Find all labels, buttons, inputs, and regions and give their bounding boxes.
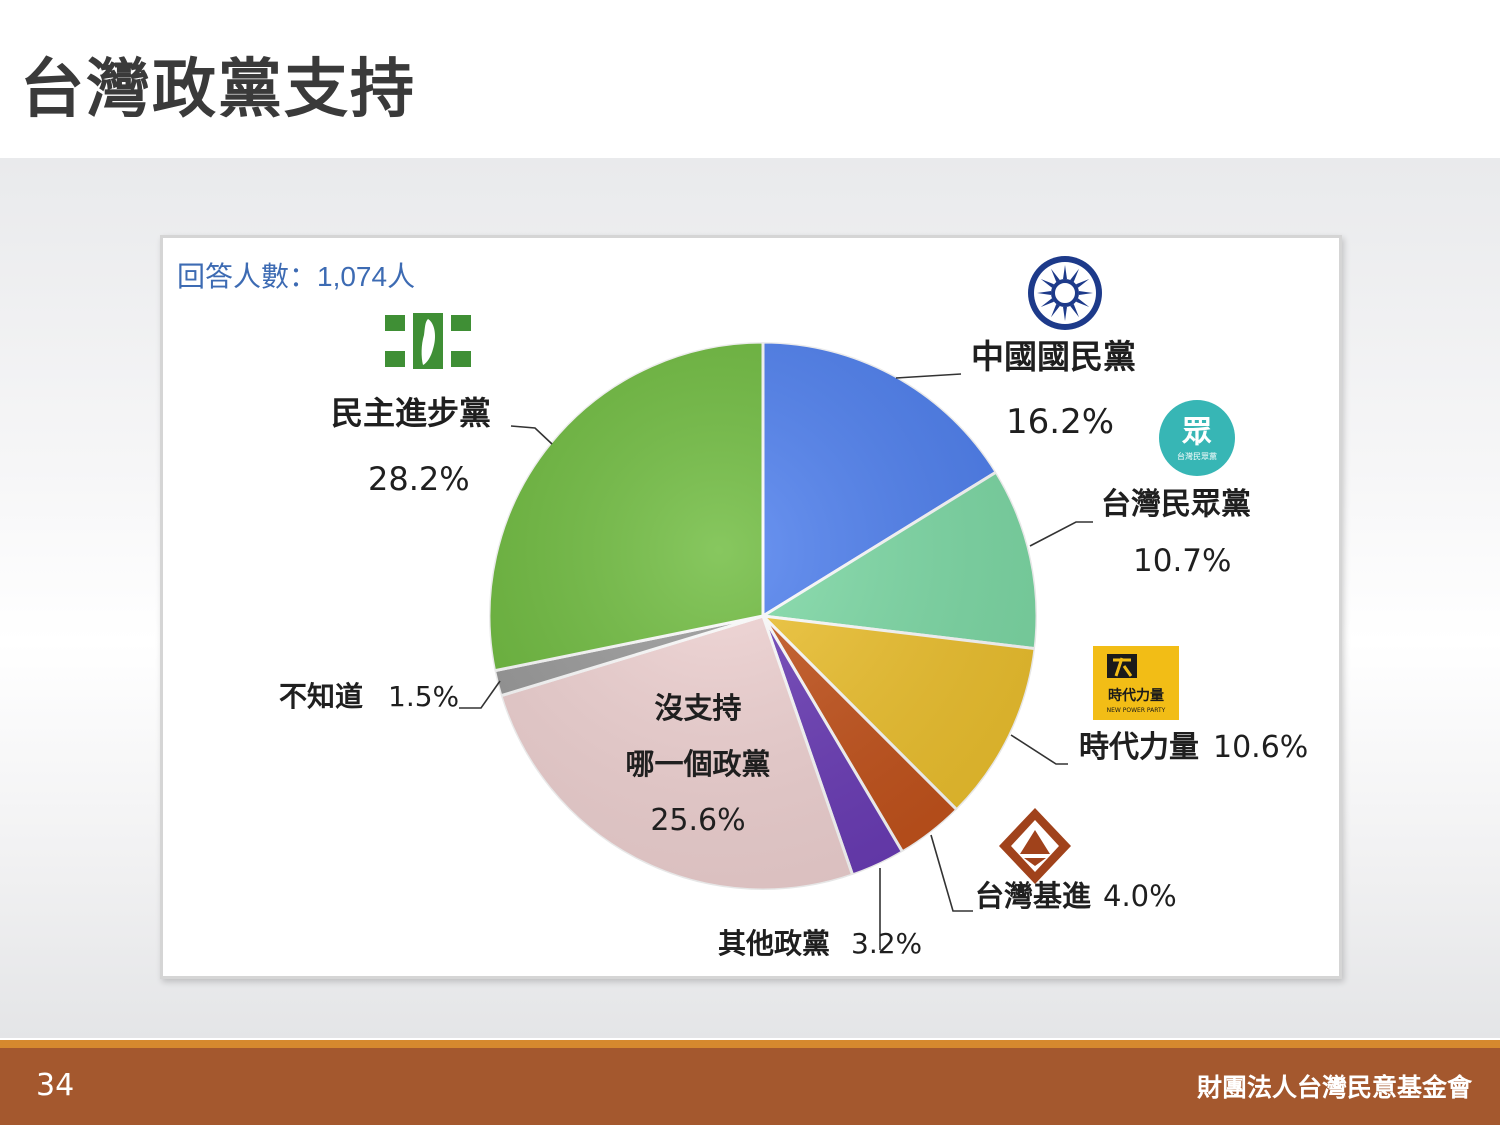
- kmt-sun-ray: [1040, 298, 1054, 307]
- label-npp-value: 10.6%: [1213, 730, 1308, 765]
- footer-bar: 34 財團法人台灣民意基金會: [0, 1048, 1500, 1125]
- kmt-sun-ray: [1051, 268, 1060, 282]
- sample-size-note: 回答人數：1,074人: [177, 261, 415, 292]
- kmt-sun-ray: [1040, 279, 1054, 288]
- kmt-sun-ray: [1070, 268, 1079, 282]
- organization-name: 財團法人台灣民意基金會: [1196, 1073, 1472, 1102]
- label-other-value: 3.2%: [851, 927, 922, 960]
- label-tpp-value: 10.7%: [1133, 543, 1231, 579]
- npp-square-emblem-icon: 時代力量 NEW POWER PARTY: [1093, 646, 1179, 720]
- kmt-sun-ray: [1051, 304, 1060, 318]
- kmt-sun-ray: [1037, 291, 1052, 295]
- label-dpp-name: 民主進步黨: [331, 394, 491, 432]
- label-dpp-value: 28.2%: [368, 460, 470, 498]
- label-none-line: 哪一個政黨: [625, 747, 770, 781]
- svg-text:時代力量: 時代力量: [1108, 687, 1164, 704]
- svg-text:台灣民眾黨: 台灣民眾黨: [1177, 451, 1217, 461]
- dpp-flag-emblem-icon: [383, 313, 473, 369]
- pie-slice-dpp: [487, 340, 765, 673]
- slide-title: 台灣政黨支持: [20, 53, 416, 127]
- label-npp-name: 時代力量: [1079, 730, 1199, 765]
- svg-text:NEW POWER PARTY: NEW POWER PARTY: [1107, 707, 1166, 714]
- label-none-line: 沒支持: [654, 691, 741, 725]
- label-kmt-value: 16.2%: [1006, 402, 1114, 442]
- kmt-sun-ray: [1070, 304, 1079, 318]
- chart-frame: 回答人數：1,074人 眾 台灣民眾黨 時代力量 NEW POWER PARTY: [160, 235, 1342, 979]
- tpp-circle-emblem-icon: 眾 台灣民眾黨: [1159, 400, 1235, 476]
- kmt-sun-emblem-icon: [1028, 256, 1102, 330]
- leader-lines: [459, 373, 1093, 950]
- leader-line-kmt: [895, 373, 962, 379]
- kmt-sun-ray: [1063, 306, 1067, 321]
- page-number: 34: [36, 1068, 75, 1103]
- leader-line-dpp: [510, 425, 553, 445]
- tsp-diamond-emblem-icon: [999, 808, 1071, 884]
- svg-text:眾: 眾: [1181, 415, 1212, 450]
- leader-line-tpp: [1029, 521, 1093, 547]
- kmt-sun-ray: [1063, 265, 1067, 280]
- label-dontknow-name: 不知道: [279, 680, 363, 713]
- label-tsp-name: 台灣基進: [975, 879, 1091, 913]
- kmt-sun-ray: [1076, 279, 1090, 288]
- label-tpp-name: 台灣民眾黨: [1101, 487, 1251, 522]
- footer-accent-line: [0, 1040, 1500, 1048]
- label-kmt-name: 中國國民黨: [971, 337, 1136, 376]
- label-none-name: 沒支持哪一個政黨: [625, 691, 770, 781]
- leader-line-tsp: [930, 834, 973, 912]
- kmt-sun-ray: [1078, 291, 1093, 295]
- leader-line-npp: [1010, 734, 1068, 765]
- leader-line-dontknow: [459, 680, 501, 709]
- label-none-value: 25.6%: [650, 803, 745, 838]
- label-tsp-value: 4.0%: [1103, 879, 1177, 913]
- party-support-pie-chart: 回答人數：1,074人 眾 台灣民眾黨 時代力量 NEW POWER PARTY: [177, 256, 1308, 960]
- label-other-name: 其他政黨: [718, 927, 830, 960]
- pie-slices: [487, 340, 1039, 892]
- kmt-sun-ray: [1076, 298, 1090, 307]
- label-dontknow-value: 1.5%: [388, 680, 459, 713]
